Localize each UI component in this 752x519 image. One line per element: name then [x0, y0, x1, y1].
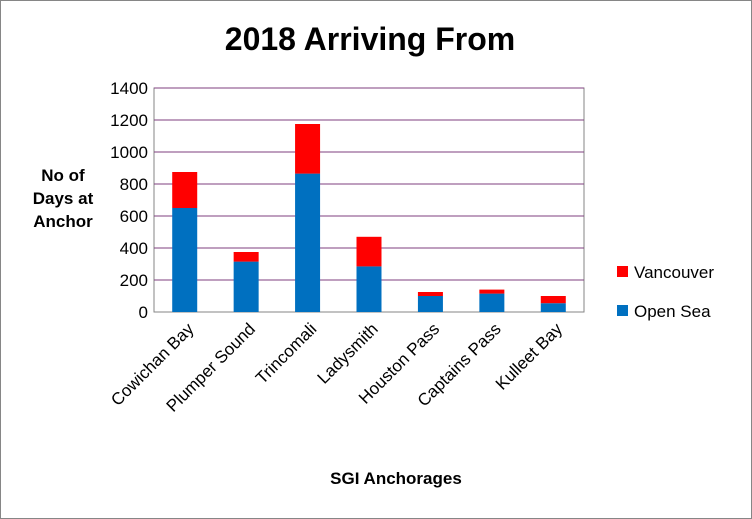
- y-tick-label-5: 1000: [110, 143, 148, 162]
- bar-vancouver-6: [540, 296, 566, 304]
- legend-swatch-open-sea: [617, 305, 628, 316]
- y-tick-label-6: 1200: [110, 111, 148, 130]
- bar-vancouver-0: [172, 172, 198, 208]
- bar-open-sea-0: [172, 208, 198, 312]
- legend: Vancouver Open Sea: [617, 263, 714, 321]
- bar-vancouver-3: [356, 236, 382, 267]
- y-tick-label-4: 800: [120, 175, 148, 194]
- bar-vancouver-5: [479, 289, 505, 294]
- y-tick-label-7: 1400: [110, 79, 148, 98]
- y-axis-label-line-3: Anchor: [33, 212, 93, 231]
- bar-open-sea-3: [356, 266, 382, 312]
- y-axis-label-line-2: Days at: [33, 189, 94, 208]
- y-tick-label-2: 400: [120, 239, 148, 258]
- bar-vancouver-4: [417, 292, 443, 296]
- legend-swatch-vancouver: [617, 266, 628, 277]
- bar-open-sea-2: [295, 173, 321, 312]
- bar-vancouver-1: [233, 252, 259, 262]
- x-tick-label-6: Kulleet Bay: [492, 319, 567, 394]
- bars: [172, 124, 566, 312]
- y-axis-label-line-1: No of: [41, 166, 85, 185]
- bar-open-sea-4: [417, 296, 443, 312]
- y-tick-label-3: 600: [120, 207, 148, 226]
- x-axis-label: SGI Anchorages: [330, 469, 462, 488]
- bar-open-sea-6: [540, 303, 566, 312]
- y-tick-label-0: 0: [139, 303, 148, 322]
- x-tick-label-2: Trincomali: [252, 319, 320, 387]
- legend-label-vancouver: Vancouver: [634, 263, 714, 282]
- bar-open-sea-1: [233, 261, 259, 312]
- y-axis-ticks: 0 200 400 600 800 1000 1200 1400: [110, 79, 148, 322]
- legend-label-open-sea: Open Sea: [634, 302, 711, 321]
- y-tick-label-1: 200: [120, 271, 148, 290]
- bar-open-sea-5: [479, 293, 505, 312]
- chart-title: 2018 Arriving From: [225, 21, 515, 57]
- bar-vancouver-2: [295, 124, 321, 174]
